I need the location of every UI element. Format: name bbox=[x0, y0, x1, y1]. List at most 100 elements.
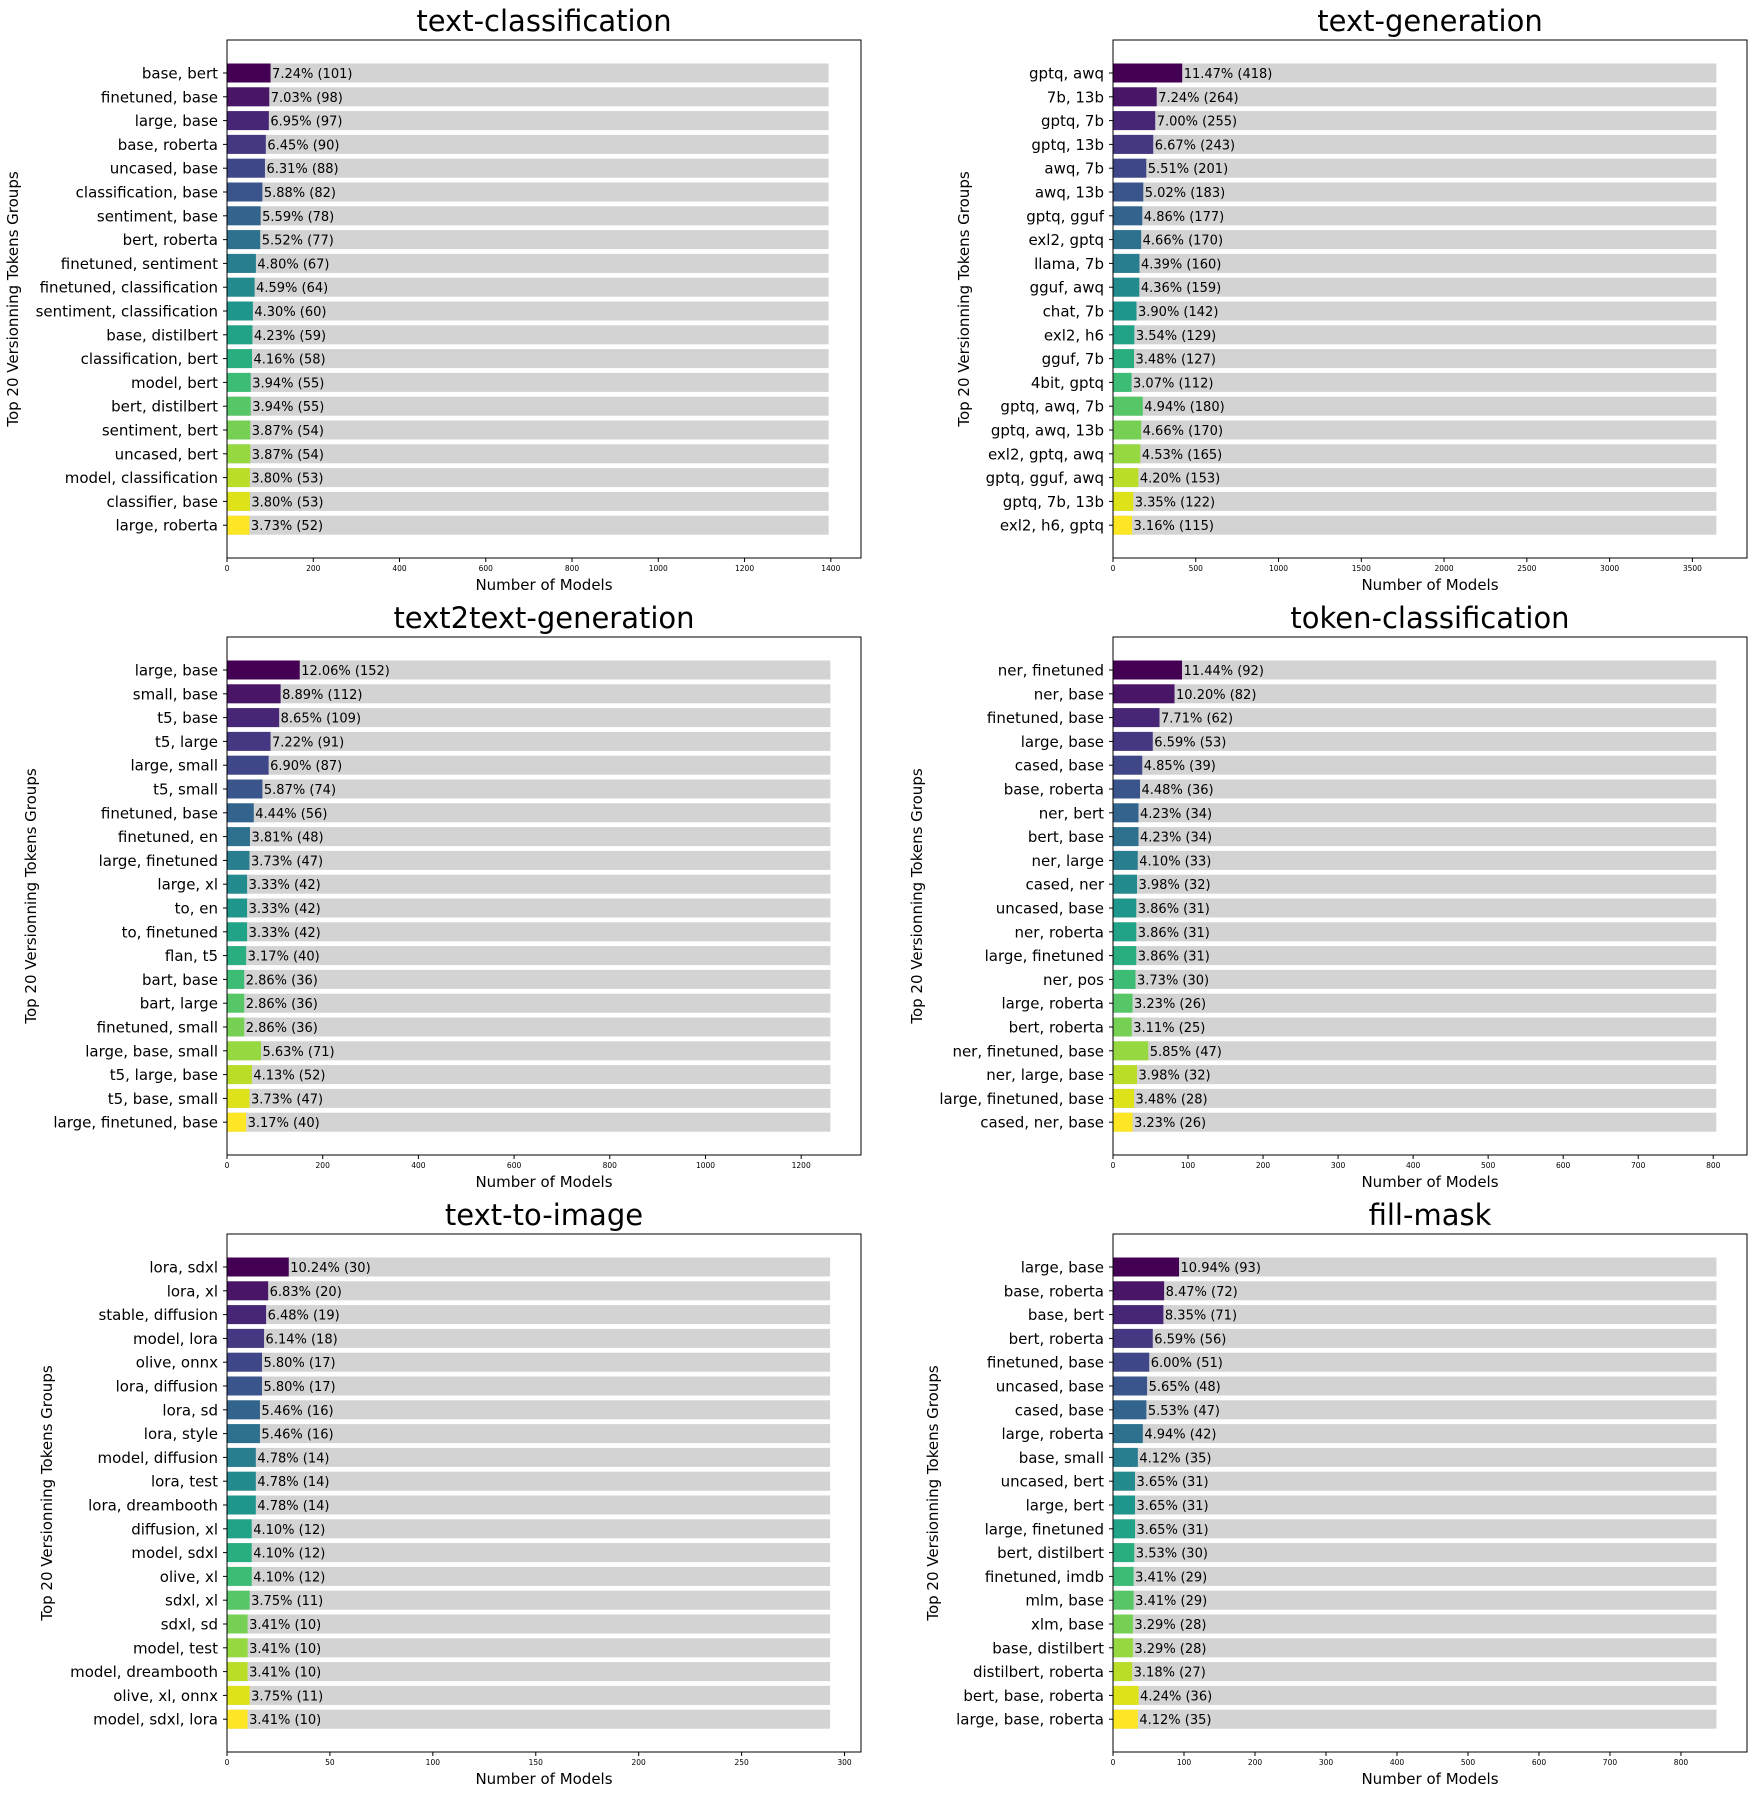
y-tick-label: to, en bbox=[175, 900, 218, 918]
y-tick-label: uncased, bert bbox=[1001, 1473, 1104, 1491]
background-bar bbox=[227, 515, 829, 535]
data-label: 7.24% (264) bbox=[1158, 91, 1238, 106]
bar bbox=[1113, 253, 1140, 273]
data-label: 4.80% (67) bbox=[257, 257, 329, 272]
bar bbox=[227, 874, 248, 894]
x-tick-label: 500 bbox=[1481, 1161, 1496, 1170]
background-bar bbox=[1113, 396, 1717, 416]
bar bbox=[1113, 1328, 1153, 1348]
data-label: 3.75% (11) bbox=[251, 1689, 323, 1704]
data-label: 2.86% (36) bbox=[246, 1021, 318, 1036]
bar bbox=[1113, 396, 1143, 416]
data-label: 6.95% (97) bbox=[270, 115, 342, 130]
x-tick-label: 300 bbox=[1319, 1758, 1334, 1767]
bar bbox=[1113, 87, 1157, 107]
bar bbox=[1113, 1685, 1139, 1705]
data-label: 4.66% (170) bbox=[1143, 424, 1223, 439]
data-label: 3.98% (32) bbox=[1139, 878, 1211, 893]
y-tick-label: ner, large, base bbox=[986, 1066, 1104, 1084]
y-tick-label: large, base bbox=[135, 662, 218, 680]
chart-title: text-generation bbox=[1317, 4, 1542, 38]
y-tick-label: bart, large bbox=[140, 995, 218, 1013]
background-bar bbox=[227, 1709, 831, 1729]
y-tick-label: t5, small bbox=[153, 781, 218, 799]
bar bbox=[227, 1662, 248, 1682]
y-axis-label: Top 20 Versionning Tokens Groups bbox=[924, 1365, 942, 1621]
data-label: 8.47% (72) bbox=[1166, 1285, 1238, 1300]
background-bar bbox=[227, 158, 829, 178]
data-label: 4.85% (39) bbox=[1144, 759, 1216, 774]
data-label: 3.18% (27) bbox=[1134, 1666, 1206, 1681]
background-bar bbox=[1113, 1065, 1717, 1085]
data-label: 3.53% (30) bbox=[1136, 1547, 1208, 1562]
bar bbox=[1113, 1088, 1135, 1108]
bar bbox=[1113, 731, 1153, 751]
background-bar bbox=[1113, 1088, 1717, 1108]
y-tick-label: large, base, roberta bbox=[956, 1711, 1104, 1729]
background-bar bbox=[1113, 779, 1717, 799]
bar bbox=[1113, 420, 1142, 440]
data-label: 11.44% (92) bbox=[1184, 664, 1264, 679]
y-tick-label: t5, base bbox=[157, 709, 218, 727]
x-tick-label: 2000 bbox=[1435, 564, 1454, 573]
data-label: 5.53% (47) bbox=[1148, 1404, 1220, 1419]
y-tick-label: base, bert bbox=[1028, 1306, 1104, 1324]
data-label: 5.85% (47) bbox=[1150, 1045, 1222, 1060]
data-label: 3.23% (26) bbox=[1134, 997, 1206, 1012]
data-label: 3.73% (47) bbox=[251, 854, 323, 869]
background-bar bbox=[1113, 803, 1717, 823]
data-label: 5.87% (74) bbox=[264, 783, 336, 798]
background-bar bbox=[227, 1566, 831, 1586]
bar bbox=[227, 1614, 248, 1634]
data-label: 3.94% (55) bbox=[252, 376, 324, 391]
data-label: 2.86% (36) bbox=[246, 973, 318, 988]
y-tick-label: ner, finetuned bbox=[998, 662, 1104, 680]
x-tick-label: 500 bbox=[1461, 1758, 1476, 1767]
data-label: 3.11% (25) bbox=[1133, 1021, 1205, 1036]
y-tick-label: distilbert, roberta bbox=[973, 1663, 1104, 1681]
data-label: 4.94% (42) bbox=[1144, 1428, 1216, 1443]
background-bar bbox=[227, 1590, 831, 1610]
bar bbox=[1113, 372, 1132, 392]
y-tick-label: lora, sd bbox=[162, 1401, 218, 1419]
background-bar bbox=[1113, 134, 1717, 154]
bar bbox=[227, 87, 270, 107]
y-tick-label: large, finetuned bbox=[985, 1520, 1104, 1538]
y-tick-label: gptq, gguf, awq bbox=[986, 469, 1104, 487]
x-tick-label: 200 bbox=[1256, 1161, 1271, 1170]
bar bbox=[1113, 182, 1144, 202]
bar bbox=[227, 444, 251, 464]
y-tick-label: base, roberta bbox=[1004, 1282, 1104, 1300]
background-bar bbox=[227, 206, 829, 226]
x-tick-label: 0 bbox=[1111, 1161, 1116, 1170]
y-tick-label: xlm, base bbox=[1031, 1616, 1104, 1634]
x-tick-label: 500 bbox=[1189, 564, 1204, 573]
x-axis-label: Number of Models bbox=[1361, 576, 1498, 594]
data-label: 4.13% (52) bbox=[253, 1069, 325, 1084]
data-label: 6.67% (243) bbox=[1155, 138, 1235, 153]
background-bar bbox=[227, 1424, 831, 1444]
y-tick-label: model, bert bbox=[131, 374, 218, 392]
background-bar bbox=[227, 230, 829, 250]
background-bar bbox=[227, 708, 831, 728]
data-label: 6.83% (20) bbox=[270, 1285, 342, 1300]
y-tick-label: bart, base bbox=[142, 971, 218, 989]
background-bar bbox=[1113, 1112, 1717, 1132]
y-tick-label: bert, roberta bbox=[123, 231, 218, 249]
data-label: 5.80% (17) bbox=[263, 1380, 335, 1395]
y-tick-label: t5, large bbox=[155, 733, 218, 751]
background-bar bbox=[1113, 206, 1717, 226]
y-tick-label: finetuned, imdb bbox=[985, 1568, 1104, 1586]
background-bar bbox=[1113, 1471, 1717, 1491]
background-bar bbox=[227, 1471, 831, 1491]
plot-frame bbox=[1112, 636, 1748, 1156]
x-tick-label: 600 bbox=[507, 1161, 522, 1170]
bar bbox=[1113, 1471, 1136, 1491]
background-bar bbox=[1113, 1017, 1717, 1037]
chart-title: text-classification bbox=[416, 4, 671, 38]
background-bar bbox=[227, 1638, 831, 1658]
data-label: 5.59% (78) bbox=[262, 210, 334, 225]
background-bar bbox=[1113, 1376, 1717, 1396]
background-bar bbox=[1113, 1543, 1717, 1563]
x-tick-label: 800 bbox=[565, 564, 580, 573]
